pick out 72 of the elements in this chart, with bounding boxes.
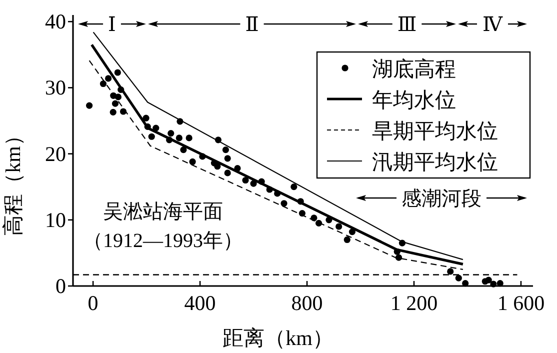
point — [336, 223, 342, 230]
x-tick-label: 1 200 — [390, 291, 438, 315]
point — [496, 280, 504, 287]
x-tick-label: 0 — [88, 291, 98, 315]
point — [176, 118, 184, 125]
point — [274, 190, 281, 197]
y-tick-label: 40 — [45, 10, 66, 34]
point — [152, 124, 160, 132]
point — [166, 136, 173, 144]
point — [344, 236, 350, 244]
legend-label: 年均水位 — [372, 88, 456, 112]
y-tick-label: 10 — [45, 208, 66, 232]
legend-label: 旱期平均水位 — [372, 119, 498, 143]
annotation: Ⅱ — [245, 14, 259, 36]
point — [326, 216, 332, 224]
point — [189, 158, 196, 166]
point — [447, 268, 454, 275]
point — [120, 108, 127, 115]
legend-label: 湖底高程 — [372, 57, 456, 81]
point — [100, 80, 107, 88]
x-axis-title: 距离（km） — [222, 326, 334, 350]
point — [105, 75, 112, 82]
annotation: Ⅳ — [482, 14, 504, 36]
point — [148, 133, 155, 140]
x-tick-label: 1 600 — [497, 291, 545, 315]
point — [176, 134, 182, 142]
point — [144, 123, 151, 130]
y-tick-label: 0 — [56, 274, 66, 298]
point — [168, 130, 174, 137]
legend-label: 汛期平均水位 — [372, 150, 498, 174]
point — [298, 210, 306, 217]
point — [112, 100, 119, 107]
annotation: Ⅲ — [397, 14, 417, 36]
point — [348, 228, 356, 236]
point — [398, 240, 406, 246]
point — [297, 198, 304, 205]
point — [180, 146, 187, 154]
x-tick-label: 400 — [184, 291, 216, 315]
point — [114, 69, 121, 76]
point — [310, 214, 318, 222]
point — [214, 163, 221, 170]
point — [222, 146, 230, 154]
point — [250, 180, 257, 187]
x-tick-label: 800 — [291, 291, 323, 315]
point — [258, 178, 265, 185]
point — [110, 108, 116, 116]
point — [462, 280, 469, 287]
point — [394, 248, 400, 255]
point — [114, 94, 122, 100]
point — [315, 220, 322, 227]
y-axis-title: 高程（km） — [1, 125, 25, 236]
point — [485, 276, 492, 284]
point — [290, 184, 298, 190]
point — [224, 170, 231, 176]
point — [455, 274, 462, 282]
ref-line-label: 吴淞站海平面（1912—1993年） — [83, 200, 243, 252]
y-tick-label: 30 — [45, 76, 66, 100]
point — [86, 102, 93, 109]
point — [242, 176, 249, 184]
point — [280, 200, 288, 207]
point — [142, 114, 150, 122]
point — [266, 186, 273, 193]
point — [199, 153, 206, 160]
point — [186, 134, 192, 142]
annotation: Ⅰ — [108, 14, 116, 36]
y-tick-label: 20 — [45, 142, 66, 166]
point — [490, 280, 497, 288]
point — [395, 254, 402, 261]
point — [118, 86, 124, 93]
point — [224, 155, 231, 162]
point — [234, 165, 241, 172]
point — [214, 136, 222, 144]
